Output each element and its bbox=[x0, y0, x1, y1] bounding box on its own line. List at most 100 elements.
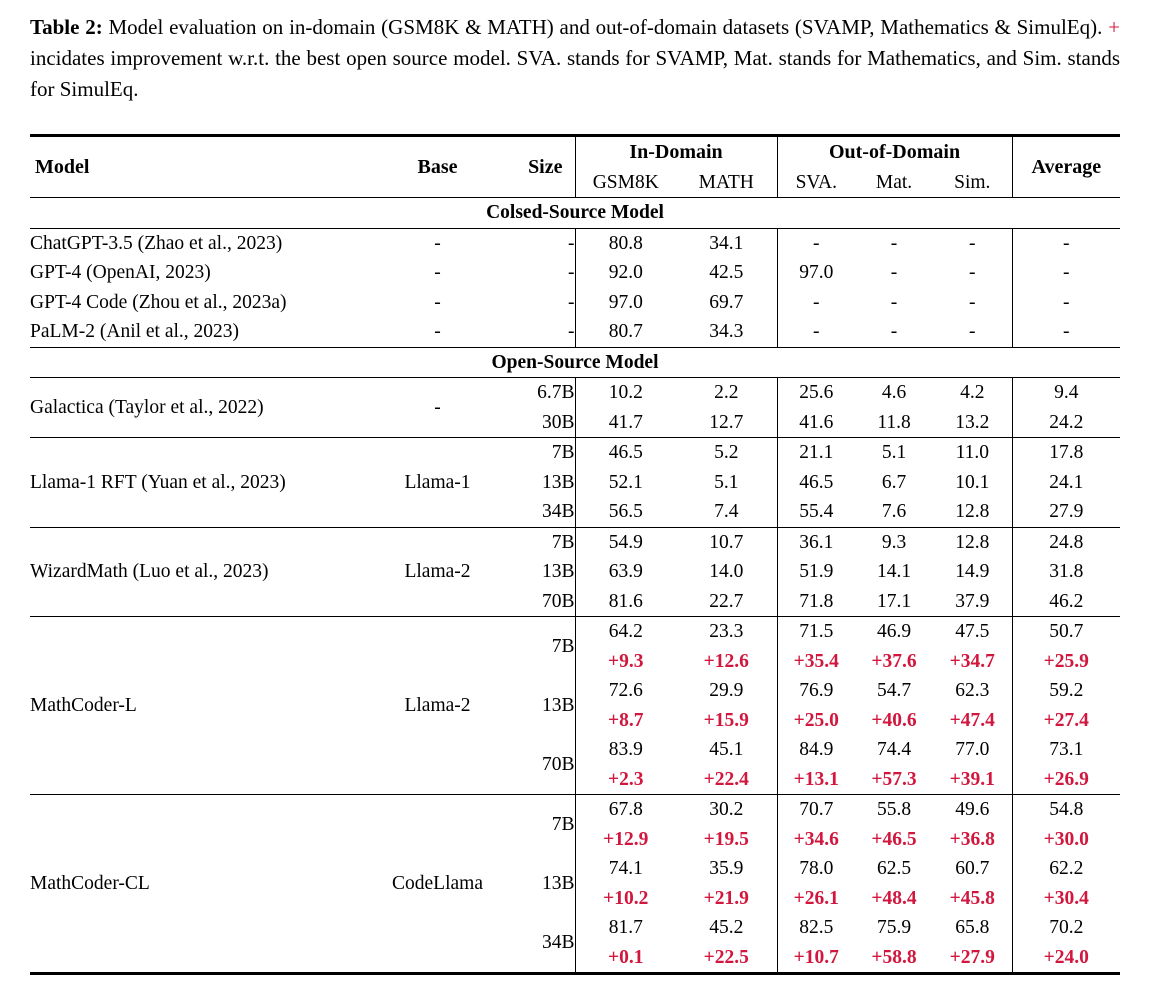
model-row: 70B 81.6 22.7 71.8 17.1 37.9 46.2 bbox=[30, 586, 1121, 617]
metric-value: 81.7 bbox=[574, 913, 676, 943]
header-row-groups: Model Base Size In-Domain Out-of-Domain … bbox=[30, 135, 1121, 198]
metric-value: 59.2 bbox=[1011, 676, 1121, 706]
header-gsm8k: GSM8K bbox=[574, 168, 676, 198]
metric-value: 36.1 bbox=[776, 526, 856, 557]
metric-value: 31.8 bbox=[1011, 557, 1121, 587]
model-row: 13B 72.6 29.9 76.9 54.7 62.3 59.2 bbox=[30, 676, 1121, 716]
metric-value: 14.0 bbox=[709, 561, 744, 582]
page: Table 2: Model evaluation on in-domain (… bbox=[30, 12, 1121, 975]
metric-value: 45.2 bbox=[709, 917, 744, 938]
metric-value: 24.2 bbox=[1011, 407, 1121, 438]
improvement-value: +30.0 bbox=[1011, 824, 1121, 854]
metric-value: 97.0 bbox=[574, 287, 676, 317]
size-value: - bbox=[568, 321, 575, 342]
model-name: PaLM-2 (Anil et al., 2023) bbox=[30, 321, 240, 342]
improvement-row: +10.2 +21.9 +26.1 +48.4 +45.8 +30.4 bbox=[30, 883, 1121, 913]
metric-value: 71.5 bbox=[776, 616, 856, 647]
model-name: MathCoder-CL bbox=[30, 794, 385, 974]
section-title-row: Open-Source Model bbox=[30, 346, 1121, 378]
metric-value: 70.7 bbox=[776, 794, 856, 825]
metric-value: 97.0 bbox=[776, 258, 856, 288]
model-row: GPT-4 (OpenAI, 2023) - -92.0 42.5 97.0- - - bbox=[30, 258, 1121, 288]
improvement-value: +10.7 bbox=[776, 942, 856, 974]
metric-value: 67.8 bbox=[574, 794, 676, 825]
header-average: Average bbox=[1011, 135, 1121, 198]
base-name: - bbox=[434, 396, 441, 418]
improvement-value: +26.1 bbox=[776, 883, 856, 913]
model-row: 70B 83.9 45.1 84.9 74.4 77.0 73.1 bbox=[30, 735, 1121, 775]
improvement-value: +12.6 bbox=[703, 650, 749, 672]
metric-value: 14.1 bbox=[876, 561, 912, 582]
section-title-row: Colsed-Source Model bbox=[30, 197, 1121, 229]
model-row: 13B 52.1 5.1 46.5 6.7 10.1 24.1 bbox=[30, 467, 1121, 497]
improvement-value: +36.8 bbox=[949, 828, 995, 850]
size-value: 34B bbox=[541, 501, 575, 522]
header-in-domain: In-Domain bbox=[574, 135, 778, 169]
metric-value: 55.4 bbox=[776, 497, 856, 527]
metric-value: 62.2 bbox=[1011, 854, 1121, 884]
improvement-value: +10.2 bbox=[574, 883, 676, 913]
size-value: - bbox=[568, 232, 575, 254]
model-row: MathCoder-L Llama-2 7B 64.2 23.3 71.5 46.9 47.5… bbox=[30, 616, 1121, 795]
metric-value: 2.2 bbox=[714, 382, 739, 403]
base-name: Llama-1 bbox=[385, 437, 490, 527]
improvement-value: +27.4 bbox=[1011, 705, 1121, 735]
metric-value: 17.8 bbox=[1011, 437, 1121, 468]
improvement-value: +19.5 bbox=[703, 828, 749, 850]
metric-value: 51.9 bbox=[776, 557, 856, 587]
size-value: 34B bbox=[541, 931, 575, 953]
metric-value: - bbox=[1011, 228, 1121, 258]
caption-label: Table 2: bbox=[30, 15, 103, 39]
metric-value: - bbox=[890, 262, 898, 283]
size-value: - bbox=[568, 291, 575, 313]
metric-value: 45.1 bbox=[709, 739, 744, 760]
model-row: MathCoder-CL CodeLlama 7B 67.8 30.2 70.7 55.8 4… bbox=[30, 794, 1121, 974]
metric-value: 7.4 bbox=[714, 501, 739, 522]
size-value: 7B bbox=[490, 437, 575, 468]
metric-value: 9.4 bbox=[1011, 377, 1121, 408]
improvement-value: +45.8 bbox=[949, 887, 995, 909]
metric-value: 6.7 bbox=[881, 471, 907, 493]
metric-value: 47.5 bbox=[933, 616, 1013, 647]
metric-value: 35.9 bbox=[709, 858, 744, 879]
header-sva: SVA. bbox=[776, 168, 856, 198]
metric-value: 11.0 bbox=[933, 437, 1013, 468]
improvement-value: +22.5 bbox=[703, 946, 749, 968]
metric-value: 56.5 bbox=[574, 497, 676, 527]
model-row: GPT-4 Code (Zhou et al., 2023a) - -97.0 69.… bbox=[30, 287, 1121, 317]
model-row: Llama-1 RFT (Yuan et al., 2023) Llama-1 7B… bbox=[30, 437, 1121, 527]
header-sim: Sim. bbox=[954, 171, 991, 193]
metric-value: 22.7 bbox=[709, 590, 744, 612]
improvement-value: +12.9 bbox=[574, 824, 676, 854]
size-value: 70B bbox=[541, 590, 575, 612]
model-row: 13B 74.1 35.9 78.0 62.5 60.7 62.2 bbox=[30, 854, 1121, 894]
metric-value: 27.9 bbox=[1011, 497, 1121, 527]
improvement-value: +24.0 bbox=[1011, 942, 1121, 974]
metric-value: 50.7 bbox=[1011, 616, 1121, 647]
section-title: Open-Source Model bbox=[30, 346, 1121, 378]
metric-value: 52.1 bbox=[574, 467, 676, 497]
improvement-value: +30.4 bbox=[1011, 883, 1121, 913]
improvement-row: +2.3 +22.4 +13.1 +57.3 +39.1 +26.9 bbox=[30, 764, 1121, 795]
metric-value: 7.6 bbox=[881, 501, 907, 522]
table-body: Colsed-Source Model ChatGPT-3.5 (Zhao et … bbox=[30, 197, 1121, 974]
metric-value: 30.2 bbox=[676, 794, 778, 825]
metric-value: 12.8 bbox=[955, 501, 990, 522]
metric-value: 37.9 bbox=[955, 590, 990, 612]
improvement-value: +47.4 bbox=[949, 709, 995, 731]
metric-value: 77.0 bbox=[955, 739, 990, 760]
metric-value: 80.8 bbox=[574, 228, 676, 258]
improvement-row: +9.3 +12.6 +35.4 +37.6 +34.7 +25.9 bbox=[30, 646, 1121, 676]
metric-value: 74.4 bbox=[876, 739, 912, 760]
metric-value: 46.5 bbox=[574, 437, 676, 468]
table-caption: Table 2: Model evaluation on in-domain (… bbox=[30, 12, 1120, 105]
size-value: 6.7B bbox=[537, 382, 575, 403]
metric-value: 60.7 bbox=[955, 858, 990, 879]
improvement-value: +35.4 bbox=[776, 646, 856, 676]
size-value: 7B bbox=[490, 794, 575, 854]
metric-value: - bbox=[1011, 287, 1121, 317]
metric-value: 92.0 bbox=[574, 258, 676, 288]
improvement-value: +39.1 bbox=[949, 768, 995, 790]
caption-text-2: incidates improvement w.r.t. the best op… bbox=[30, 46, 1120, 101]
size-value: 13B bbox=[541, 872, 575, 894]
